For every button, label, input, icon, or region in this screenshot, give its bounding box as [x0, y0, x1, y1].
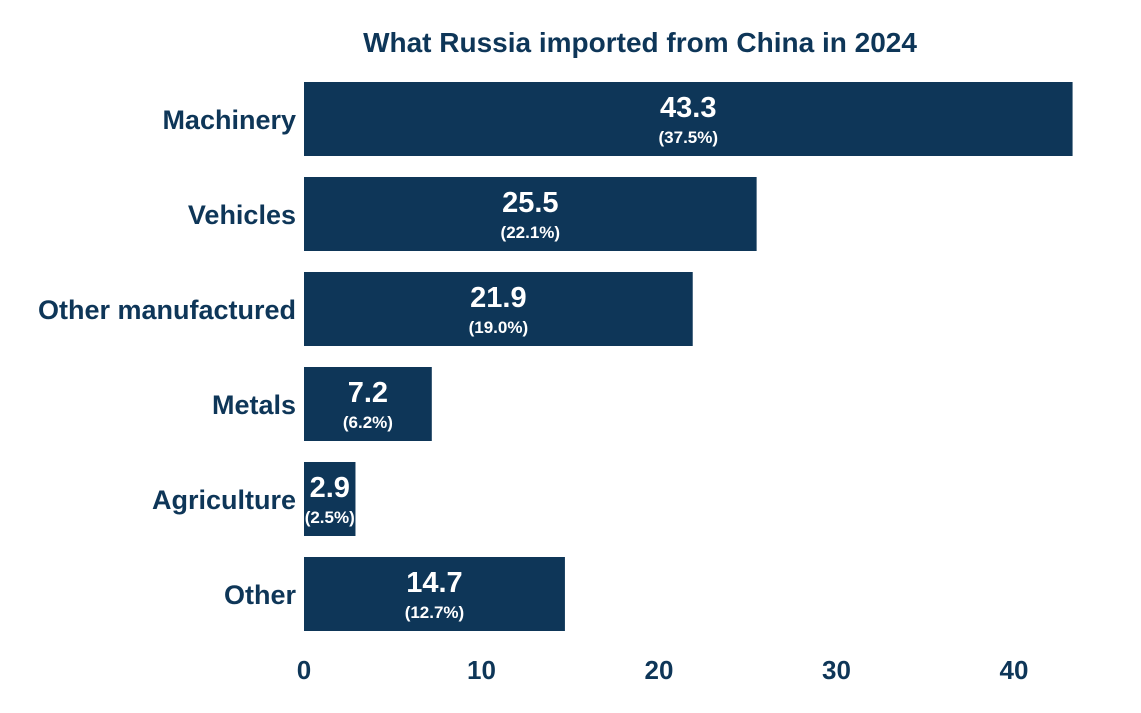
x-tick-label-30: 30: [822, 655, 851, 685]
share-label-agriculture: (2.5%): [305, 508, 355, 527]
value-label-metals: 7.2: [348, 377, 388, 409]
bar-metals: [304, 367, 432, 441]
share-label-vehicles: (22.1%): [501, 223, 561, 242]
category-label-vehicles: Vehicles: [188, 200, 296, 230]
category-labels: Machinery Vehicles Other manufactured Metal…: [38, 105, 297, 610]
bar-other-manufactured: [304, 272, 693, 346]
x-tick-label-40: 40: [1000, 655, 1029, 685]
share-label-metals: (6.2%): [343, 413, 393, 432]
share-label-machinery: (37.5%): [659, 128, 719, 147]
x-tick-label-20: 20: [645, 655, 674, 685]
value-label-vehicles: 25.5: [502, 187, 558, 219]
bar-value-labels: 43.3 (37.5%) 25.5 (22.1%) 21.9 (19.0%) 7.2 (6.2…: [305, 92, 718, 622]
category-label-agriculture: Agriculture: [152, 485, 296, 515]
value-label-agriculture: 2.9: [310, 472, 350, 504]
value-label-other-manufactured: 21.9: [470, 282, 526, 314]
category-label-metals: Metals: [212, 390, 296, 420]
bar-agriculture: [304, 462, 356, 536]
x-axis-ticks: 0 10 20 30 40: [297, 655, 1029, 685]
x-tick-label-0: 0: [297, 655, 311, 685]
value-label-other: 14.7: [406, 567, 462, 599]
value-label-machinery: 43.3: [660, 92, 716, 124]
category-label-other: Other: [224, 580, 297, 610]
bars-layer: [304, 82, 1073, 631]
category-label-machinery: Machinery: [162, 105, 296, 135]
bar-vehicles: [304, 177, 757, 251]
share-label-other-manufactured: (19.0%): [469, 318, 529, 337]
share-label-other: (12.7%): [405, 603, 465, 622]
bar-machinery: [304, 82, 1073, 156]
x-tick-label-10: 10: [467, 655, 496, 685]
bar-other: [304, 557, 565, 631]
chart-title: What Russia imported from China in 2024: [363, 27, 917, 58]
category-label-other-manufactured: Other manufactured: [38, 295, 296, 325]
